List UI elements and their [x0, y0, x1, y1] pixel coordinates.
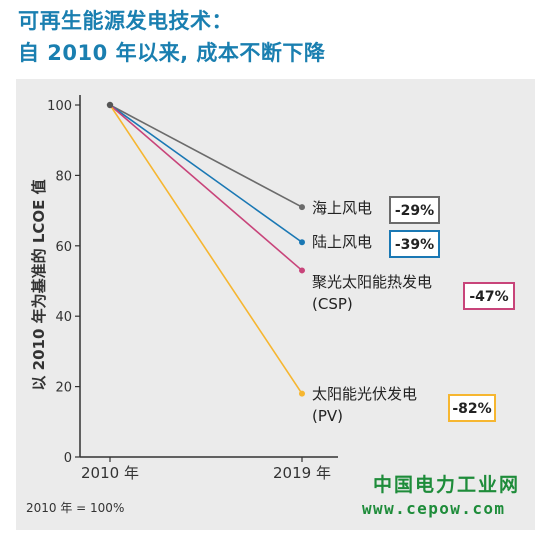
y-tick-label: 80 — [55, 169, 72, 184]
series-line — [109, 104, 303, 395]
series-end-marker — [299, 239, 305, 246]
change-badge-label: -29% — [395, 203, 434, 219]
series-end-marker — [299, 204, 305, 211]
change-badge — [389, 230, 440, 258]
change-badge-label: -82% — [452, 401, 491, 417]
series-label: 陆上风电 — [312, 233, 372, 251]
change-badge-label: -39% — [395, 237, 434, 253]
series-line — [109, 104, 303, 272]
series-label: (CSP) — [312, 295, 353, 313]
change-badge-label: -47% — [469, 289, 508, 305]
series-start-marker — [106, 101, 114, 109]
series-label: 太阳能光伏发电 — [312, 385, 417, 403]
change-badge — [448, 394, 496, 422]
y-tick-label: 60 — [55, 240, 72, 255]
baseline-note: 2010 年 = 100% — [26, 501, 125, 515]
y-tick-label: 20 — [55, 381, 72, 396]
series-end-marker — [299, 390, 305, 397]
watermark-url: www.cepow.com — [362, 499, 506, 518]
chart-title-line-1: 可再生能源发电技术： — [18, 9, 233, 33]
series-label: 海上风电 — [312, 199, 372, 217]
watermark-logo-text: 中国电力工业网 — [373, 474, 521, 496]
change-badge — [389, 196, 440, 224]
y-tick-label: 0 — [64, 451, 72, 466]
series-line — [109, 104, 303, 243]
x-tick-label: 2019 年 — [273, 464, 331, 482]
series-end-marker — [299, 267, 305, 274]
y-tick-label: 100 — [47, 99, 72, 114]
change-badge — [463, 282, 515, 310]
series-label: 聚光太阳能热发电 — [312, 273, 432, 291]
y-axis-title: 以 2010 年为基准的 LCOE 值 — [30, 179, 48, 390]
x-tick-label: 2010 年 — [81, 464, 139, 482]
chart-panel — [16, 79, 535, 530]
series-label: (PV) — [312, 407, 343, 425]
y-tick-label: 40 — [55, 310, 72, 325]
series-line — [109, 104, 303, 208]
chart-title-line-2: 自 2010 年以来, 成本不断下降 — [18, 41, 326, 65]
